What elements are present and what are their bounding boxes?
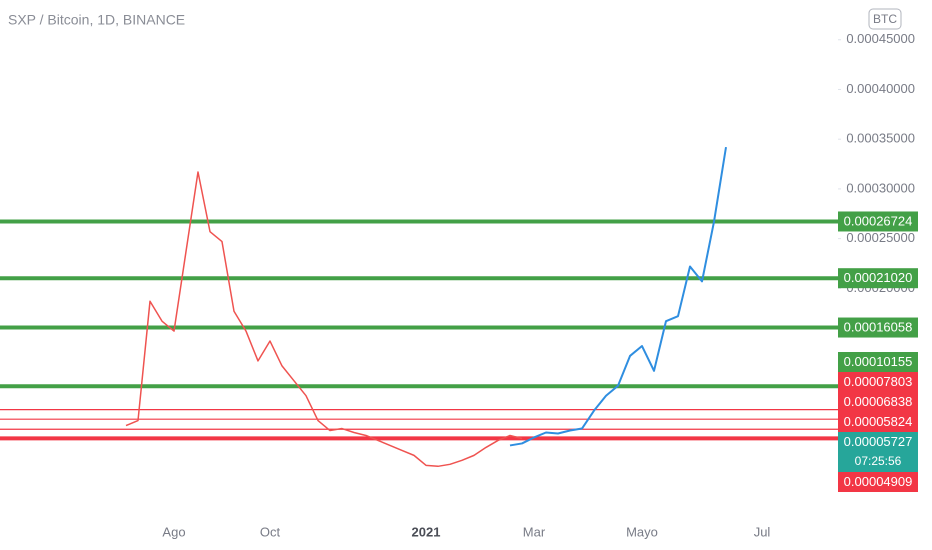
price-label: 0.00004909 xyxy=(838,472,918,492)
price-label-text: 0.00007803 xyxy=(844,374,913,389)
y-tick-label: 0.00045000 xyxy=(846,31,915,46)
price-label-text: 0.00026724 xyxy=(844,213,913,228)
x-tick-label: Mar xyxy=(523,524,546,539)
price-label-box xyxy=(838,432,918,472)
price-label-text: 0.00021020 xyxy=(844,270,913,285)
price-label-text: 0.00005727 xyxy=(844,434,913,449)
series-line xyxy=(125,171,523,468)
price-label-text: 0.00006838 xyxy=(844,394,913,409)
price-label-box xyxy=(838,268,918,289)
price-label: 0.00005824 xyxy=(838,412,918,432)
y-tick-label: 0.00035000 xyxy=(846,131,915,146)
x-tick-label: Ago xyxy=(162,524,185,539)
price-label: 0.00005727 07:25:56 xyxy=(838,432,918,472)
price-label-box xyxy=(838,392,918,412)
currency-badge[interactable] xyxy=(868,8,902,30)
price-label-text: 0.00016058 xyxy=(844,319,913,334)
price-label: 0.00026724 xyxy=(838,211,918,232)
price-label-text: 0.00010155 xyxy=(844,354,913,369)
price-label: 0.00010155 xyxy=(838,352,918,372)
x-tick-label: 2021 xyxy=(412,524,441,539)
price-label-box xyxy=(838,372,918,392)
price-label: 0.00016058 xyxy=(838,317,918,338)
y-tick-label: 0.00025000 xyxy=(846,230,915,245)
countdown-text: 07:25:56 xyxy=(855,454,902,468)
price-label-text: 0.00005824 xyxy=(844,414,913,429)
y-tick-label: 0.00040000 xyxy=(846,81,915,96)
currency-label: BTC xyxy=(873,12,897,26)
price-label: 0.00021020 xyxy=(838,268,918,289)
x-tick-label: Jul xyxy=(754,524,771,539)
price-label-box xyxy=(838,412,918,432)
price-label-text: 0.00004909 xyxy=(844,474,913,489)
chart-title: SXP / Bitcoin, 1D, BINANCE xyxy=(8,12,185,28)
price-label-box xyxy=(838,352,918,372)
price-label-box xyxy=(838,211,918,232)
x-tick-label: Oct xyxy=(260,524,281,539)
price-label: 0.00007803 xyxy=(838,372,918,392)
price-label-box xyxy=(838,317,918,338)
series-line xyxy=(509,146,727,447)
y-tick-label: 0.00030000 xyxy=(846,180,915,195)
x-tick-label: Mayo xyxy=(626,524,658,539)
price-label: 0.00006838 xyxy=(838,392,918,412)
price-label-box xyxy=(838,472,918,492)
